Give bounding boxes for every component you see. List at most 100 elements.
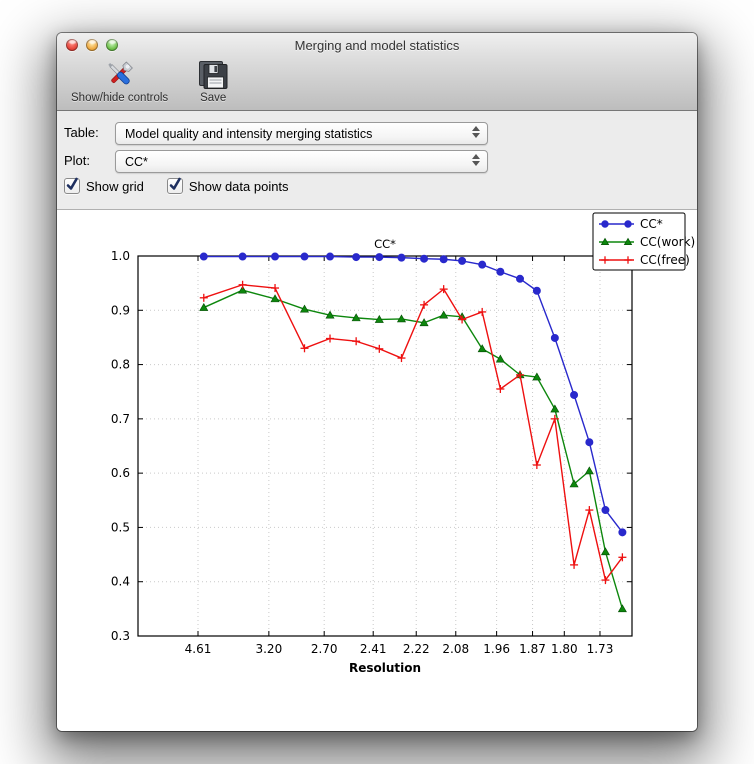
data-point-triangle (532, 372, 542, 381)
data-point-triangle (351, 313, 361, 322)
data-point-triangle (396, 314, 406, 323)
data-point-triangle (495, 354, 505, 363)
show-grid-label: Show grid (86, 178, 144, 194)
checkbox-box (166, 177, 183, 194)
y-tick-label: 0.7 (111, 412, 130, 426)
x-tick-label: 3.20 (255, 642, 282, 656)
show-data-points-checkbox[interactable]: Show data points (166, 177, 289, 194)
y-tick-label: 1.0 (111, 249, 130, 263)
data-point-circle (238, 252, 247, 261)
checkbox-check-icon (169, 177, 181, 190)
legend-label: CC(free) (640, 253, 690, 267)
show-grid-checkbox[interactable]: Show grid (64, 177, 144, 194)
data-point-circle (601, 220, 609, 228)
data-point-circle (585, 438, 594, 447)
data-point-circle (550, 333, 559, 342)
series-line-CC* (203, 255, 623, 533)
data-point-circle (420, 254, 429, 263)
y-tick-label: 0.4 (111, 575, 130, 589)
data-point-triangle (569, 479, 579, 488)
data-point-circle (478, 260, 487, 269)
title-bar[interactable]: Merging and model statistics (57, 33, 697, 57)
data-point-triangle (584, 466, 594, 475)
series-line-CC(work) (203, 289, 624, 610)
y-tick-label: 0.3 (111, 629, 130, 643)
plot-select-value: CC* (125, 154, 148, 169)
data-point-circle (618, 528, 627, 537)
data-point-triangle (299, 304, 310, 313)
window-header: Merging and model statistics (57, 33, 697, 111)
y-tick-label: 0.5 (111, 520, 130, 534)
data-point-circle (271, 252, 280, 261)
table-select-value: Model quality and intensity merging stat… (125, 126, 373, 141)
data-point-triangle (199, 302, 209, 311)
x-tick-label: 2.70 (311, 642, 338, 656)
controls-panel: Table: Model quality and intensity mergi… (57, 111, 697, 210)
show-hide-controls-button[interactable]: Show/hide controls (67, 57, 172, 106)
minimize-button[interactable] (86, 39, 98, 51)
close-button[interactable] (66, 39, 78, 51)
data-point-circle (352, 253, 361, 262)
x-tick-label: 2.08 (442, 642, 469, 656)
save-button[interactable]: Save (192, 57, 234, 106)
data-point-circle (624, 220, 632, 228)
data-point-circle (570, 390, 579, 399)
x-tick-label: 1.80 (551, 642, 578, 656)
stepper-arrows-icon (472, 126, 480, 138)
data-point-triangle (439, 310, 449, 319)
data-point-triangle (600, 237, 610, 245)
x-tick-label: 4.61 (185, 642, 212, 656)
x-tick-label: 1.96 (483, 642, 510, 656)
chart-canvas: 4.61 3.20 2.70 2.41 2.22 2.08 1.96 1.87 1.80 1.73… (111, 212, 695, 675)
table-select[interactable]: Model quality and intensity merging stat… (115, 122, 488, 145)
y-tick-label: 0.6 (111, 466, 130, 480)
data-point-triangle (623, 237, 633, 245)
data-point-triangle (477, 344, 487, 353)
data-point-circle (496, 267, 505, 276)
y-tick-label: 0.8 (111, 358, 130, 372)
y-tick-label: 0.9 (111, 303, 130, 317)
data-point-triangle (550, 404, 560, 413)
zoom-button[interactable] (106, 39, 118, 51)
data-point-circle (375, 253, 384, 262)
data-point-circle (397, 253, 406, 262)
data-point-circle (326, 252, 335, 261)
data-point-circle (601, 506, 610, 515)
x-tick-label: 1.87 (519, 642, 546, 656)
legend-box (592, 212, 686, 271)
data-point-circle (300, 252, 309, 261)
data-point-triangle (325, 310, 335, 319)
data-point-triangle (270, 294, 280, 303)
series-line-CC(free) (203, 284, 623, 581)
table-label: Table: (64, 125, 99, 140)
data-point-triangle (600, 547, 610, 556)
data-point-circle (199, 252, 208, 261)
stepper-arrows-icon (472, 154, 480, 166)
data-point-triangle (238, 285, 248, 294)
data-point-circle (532, 286, 541, 295)
data-point-circle (439, 255, 448, 264)
legend-label: CC(work) (640, 235, 695, 249)
toolbar-button-label: Show/hide controls (71, 92, 169, 104)
checkbox-row: Show grid Show data points (64, 177, 289, 194)
toolbar: Show/hide controls Save (57, 57, 697, 109)
data-point-triangle (419, 318, 429, 327)
checkbox-box (64, 177, 80, 194)
x-tick-label: 2.22 (403, 642, 430, 656)
legend-label: CC* (640, 217, 663, 231)
data-point-circle (516, 274, 525, 283)
data-point-triangle (374, 314, 384, 323)
plot-title: CC* (374, 237, 396, 251)
floppy-disk-icon (199, 61, 228, 89)
plot-select[interactable]: CC* (115, 150, 488, 173)
data-point-triangle (617, 604, 627, 613)
plot-frame (137, 255, 633, 637)
checkbox-check-icon (66, 177, 78, 190)
data-point-circle (458, 256, 467, 265)
plot-label: Plot: (64, 153, 91, 168)
app-window: Merging and model statistics (57, 33, 697, 731)
x-tick-label: 1.73 (587, 642, 614, 656)
toolbar-button-label: Save (200, 92, 227, 104)
x-tick-label: 2.41 (360, 642, 387, 656)
